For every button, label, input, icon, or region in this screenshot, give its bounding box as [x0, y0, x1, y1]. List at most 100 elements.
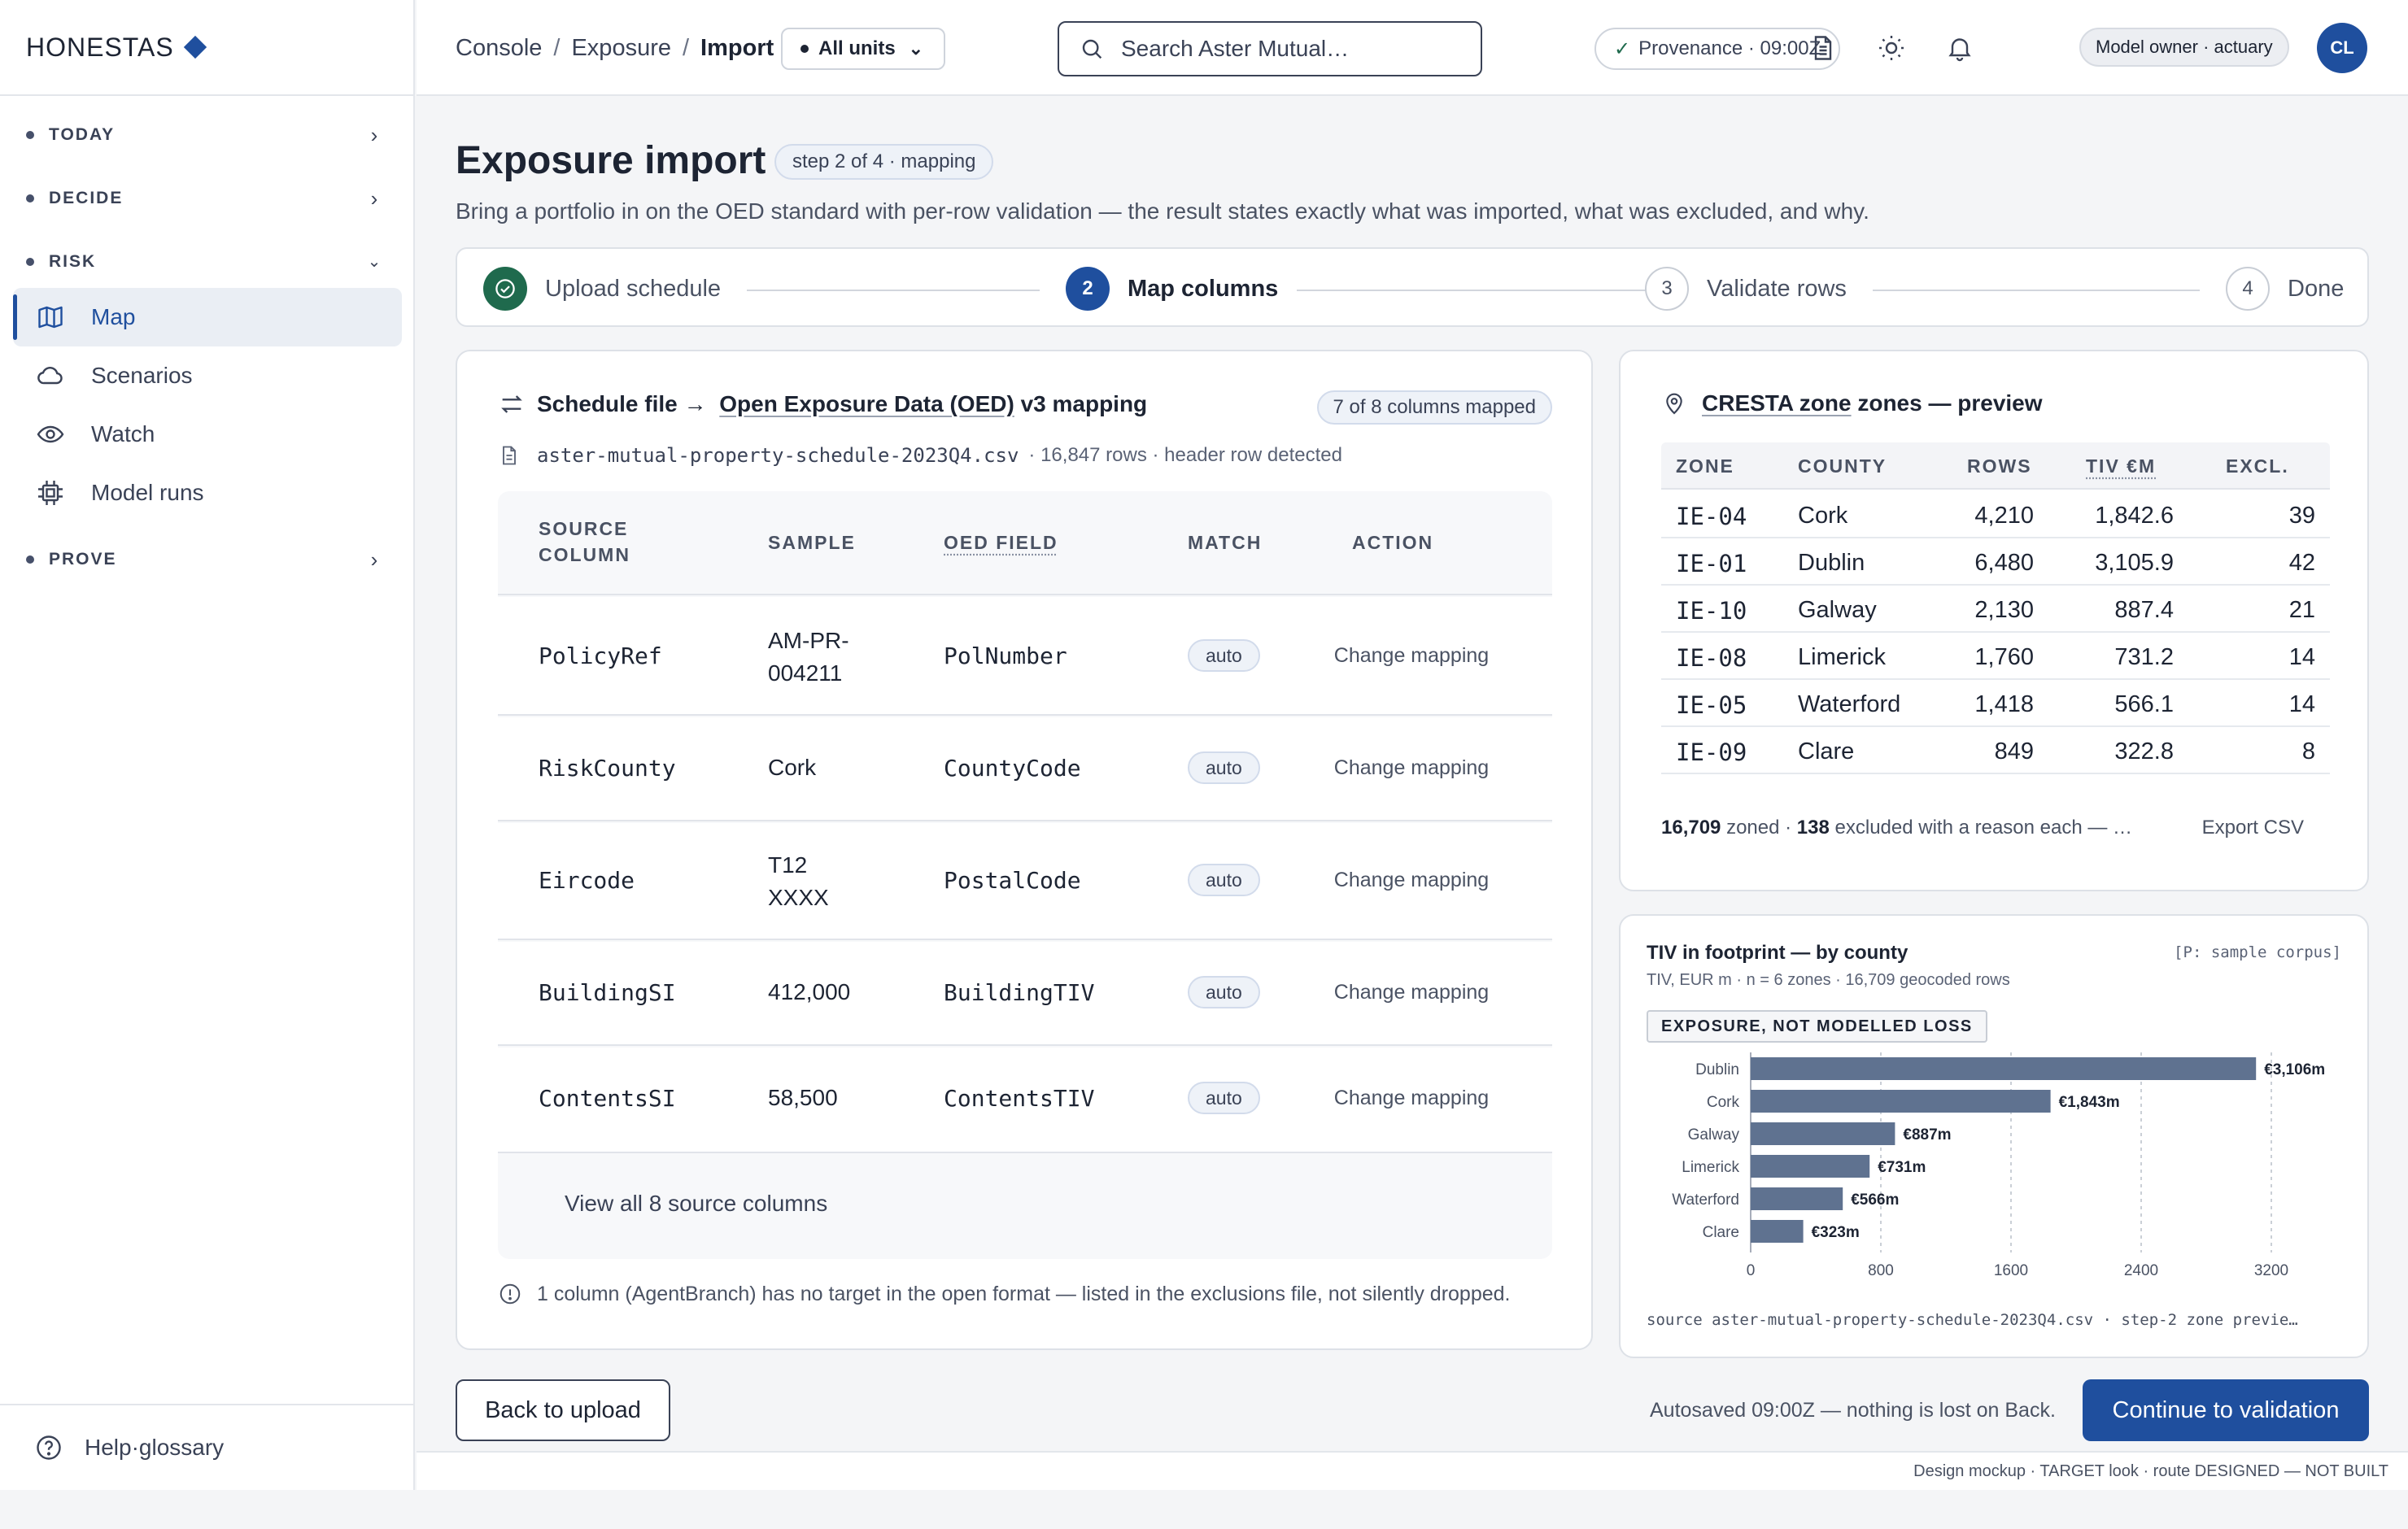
exclusion-note-text: 1 column (AgentBranch) has no target in …	[537, 1282, 1511, 1305]
role-badge[interactable]: Model owner · actuary	[2079, 28, 2289, 67]
mapping-title-suffix: v3 mapping	[1014, 391, 1148, 416]
excluded-label: excluded with a reason each — …	[1829, 817, 2133, 839]
notifications-button[interactable]	[1943, 31, 1977, 65]
zone-row: IE-04 Cork 4,210 1,842.6 39	[1661, 491, 2330, 538]
change-mapping-button[interactable]: Change mapping	[1333, 756, 1490, 779]
step-label: Validate rows	[1707, 275, 1847, 302]
bar	[1751, 1155, 1870, 1178]
breadcrumb-separator: /	[553, 34, 561, 61]
zone-tiv: 1,842.6	[2095, 503, 2174, 529]
document-icon	[1814, 36, 1832, 60]
zone-excl: 8	[2301, 738, 2315, 764]
cresta-zone-link[interactable]: CRESTA zone	[1702, 390, 1852, 416]
provenance-badge[interactable]: ✓ Provenance · 09:00Z	[1594, 28, 1841, 70]
sidebar: HONESTAS TODAY › DECIDE › RISK ⌄ Map Sce…	[0, 0, 415, 1490]
change-mapping-button[interactable]: Change mapping	[1333, 1087, 1490, 1109]
zone-row: IE-08 Limerick 1,760 731.2 14	[1661, 633, 2330, 680]
source-column-cell: RiskCounty	[539, 755, 676, 782]
oed-link[interactable]: Open Exposure Data (OED)	[719, 391, 1014, 416]
search-icon	[1082, 39, 1102, 59]
header-sample: SAMPLE	[768, 532, 856, 553]
data-label: €566m	[1851, 1191, 1899, 1209]
section-dot-icon	[26, 555, 34, 564]
step-validate-rows: 3 Validate rows	[1645, 267, 1847, 311]
step-done: 4 Done	[2226, 267, 2344, 311]
section-dot-icon	[26, 194, 34, 203]
source-file-info: aster-mutual-property-schedule-2023Q4.cs…	[498, 444, 1342, 467]
zone-row: IE-10 Galway 2,130 887.4 21	[1661, 586, 2330, 633]
unit-select[interactable]: All units ⌄	[781, 28, 945, 70]
source-column-cell: BuildingSI	[539, 979, 676, 1006]
sun-icon	[1879, 36, 1904, 60]
exposure-badge: EXPOSURE, NOT MODELLED LOSS	[1647, 1010, 1987, 1043]
brand-logo[interactable]: HONESTAS	[0, 0, 413, 96]
excluded-count: 138	[1796, 817, 1830, 839]
export-csv-button[interactable]: Export CSV	[2201, 817, 2304, 839]
sample-cell: Cork	[768, 755, 817, 780]
x-tick-label: 3200	[2254, 1262, 2288, 1279]
zone-code: IE-04	[1676, 503, 1747, 530]
bar	[1751, 1057, 2257, 1080]
step-number: 4	[2226, 267, 2270, 311]
cloud-icon	[37, 366, 63, 385]
x-tick-label: 0	[1747, 1262, 1756, 1279]
category-label: Cork	[1707, 1094, 1740, 1111]
category-label: Clare	[1703, 1224, 1739, 1241]
zone-rows: 1,760	[1974, 644, 2034, 670]
unit-select-value: All units	[818, 37, 896, 59]
tiv-bar-chart: 0 800 1600 2400 3200 Dublin €3,106m Cork €1,843m…	[1672, 1052, 2325, 1279]
change-mapping-button[interactable]: Change mapping	[1333, 981, 1490, 1004]
oed-field-cell: ContentsTIV	[944, 1085, 1095, 1112]
zoned-label: zoned ·	[1721, 817, 1797, 839]
category-label: Galway	[1688, 1126, 1740, 1143]
step-connector	[1873, 290, 2200, 291]
tiv-chart-card: TIV in footprint — by county TIV, EUR m …	[1619, 914, 2369, 1358]
bar	[1751, 1220, 1804, 1243]
document-button[interactable]	[1806, 31, 1840, 65]
breadcrumb-exposure[interactable]: Exposure	[571, 34, 671, 61]
step-label: Upload schedule	[545, 275, 722, 302]
zone-rows: 4,210	[1974, 503, 2034, 529]
chevron-right-icon: ›	[370, 547, 378, 572]
header-county: COUNTY	[1798, 455, 1887, 477]
data-label: €1,843m	[2059, 1094, 2120, 1111]
avatar[interactable]: CL	[2317, 23, 2367, 73]
sidebar-item-map[interactable]: Map	[13, 288, 402, 346]
view-all-columns-button[interactable]: View all 8 source columns	[565, 1191, 828, 1216]
zone-county: Dublin	[1798, 550, 1865, 576]
nav-section-risk[interactable]: RISK ⌄	[0, 237, 415, 286]
continue-to-validation-button[interactable]: Continue to validation	[2083, 1379, 2369, 1441]
zone-rows: 2,130	[1974, 597, 2034, 623]
sidebar-item-model-runs[interactable]: Model runs	[13, 464, 402, 522]
bar	[1751, 1122, 1895, 1145]
avatar-initials: CL	[2330, 37, 2354, 58]
change-mapping-button[interactable]: Change mapping	[1333, 644, 1490, 667]
theme-toggle-button[interactable]	[1874, 31, 1909, 65]
check-icon: ✓	[1614, 37, 1631, 60]
help-glossary-link[interactable]: Help·glossary	[0, 1404, 415, 1490]
header-zone: ZONE	[1676, 455, 1734, 477]
step-number: 2	[1066, 267, 1110, 311]
breadcrumb-console[interactable]: Console	[456, 34, 543, 61]
eye-icon	[37, 425, 64, 443]
sidebar-item-watch[interactable]: Watch	[13, 405, 402, 464]
change-mapping-button[interactable]: Change mapping	[1333, 869, 1490, 891]
back-to-upload-button[interactable]: Back to upload	[456, 1379, 670, 1441]
zone-code: IE-10	[1676, 597, 1747, 625]
sample-cell: 58,500	[768, 1085, 838, 1110]
help-icon	[37, 1435, 61, 1460]
sample-cell: AM-PR-004211	[768, 628, 849, 686]
step-upload-schedule[interactable]: Upload schedule	[483, 267, 721, 311]
header-tiv: TIV €M	[2086, 455, 2157, 477]
search-input[interactable]: Search Aster Mutual…	[1058, 21, 1482, 76]
zones-summary: 16,709 zoned · 138 excluded with a reaso…	[1661, 817, 2132, 839]
step-done-check-icon	[483, 267, 527, 311]
step-label: Map columns	[1128, 275, 1279, 302]
sidebar-item-scenarios[interactable]: Scenarios	[13, 346, 402, 405]
nav-section-today[interactable]: TODAY ›	[0, 111, 415, 159]
nav-section-prove[interactable]: PROVE ›	[0, 535, 415, 584]
nav-section-decide[interactable]: DECIDE ›	[0, 174, 415, 223]
sample-cell: 412,000	[768, 979, 851, 1004]
footnote-bar: Design mockup · TARGET look · route DESI…	[417, 1451, 2408, 1490]
step-connector	[747, 290, 1040, 291]
